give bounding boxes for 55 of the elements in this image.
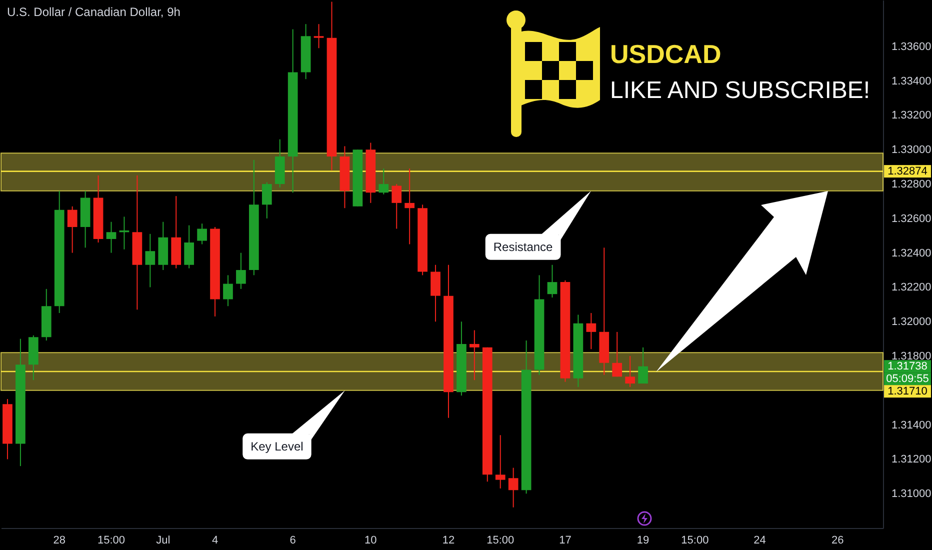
y-tick-label: 1.31000 [892,488,932,500]
candlestick [470,330,480,381]
ref-line-label: 1.31710 [888,385,928,398]
y-tick-label: 1.33600 [892,40,932,53]
x-tick-label: 15:00 [486,534,514,546]
candlestick [262,182,272,219]
x-tick-label: 15:00 [97,534,126,546]
candlestick [508,467,518,508]
x-tick-label: 26 [831,534,844,546]
x-tick-label: 19 [636,534,650,546]
candlestick [392,184,402,230]
chart-title: U.S. Dollar / Canadian Dollar, 9h [7,5,180,19]
candlestick [547,264,558,298]
annotation: USDCAD [610,39,722,69]
y-tick-label: 1.32200 [892,282,932,294]
candlestick [223,274,233,307]
text: 05:09:55 [886,372,929,385]
annotation: Key Level [250,439,304,454]
x-tick-label: Jul [156,534,170,546]
x-tick-label: 6 [290,534,296,546]
annotation: LIKE AND SUBSCRIBE! [610,77,870,104]
candlestick [145,233,156,288]
y-tick-label: 1.32400 [892,247,932,260]
y-tick-label: 1.33200 [892,110,932,122]
candlestick [586,312,596,350]
x-tick-label: 12 [442,534,455,546]
y-tick-label: 1.31400 [892,419,932,432]
text: 1.31738 [888,360,928,372]
candlestick [236,252,246,290]
x-tick-label: 15:00 [681,534,709,546]
ref-line-label: 1.32874 [888,165,928,178]
x-tick-label: 28 [53,534,66,546]
annotation: Resistance [493,240,554,254]
candlestick [197,223,207,245]
candlestick [378,168,389,195]
candlestick [495,434,506,489]
candlestick [625,356,635,388]
y-tick-label: 1.31200 [892,454,932,466]
y-tick-label: 1.33000 [892,144,932,156]
candlestick [106,221,116,254]
y-tick-label: 1.32000 [892,316,932,328]
x-tick-label: 17 [559,534,572,546]
x-tick-label: 10 [364,534,377,546]
x-tick-label: 24 [754,534,766,546]
x-tick-label: 4 [212,534,218,546]
y-tick-label: 1.33400 [892,75,932,88]
y-tick-label: 1.32600 [892,212,932,225]
candlestick [67,206,78,254]
candlestick [638,346,648,384]
candlestick [184,224,194,269]
candlestick [314,24,324,49]
candlestick [404,168,414,245]
y-tick-label: 1.32800 [892,178,932,191]
candlestick [612,331,622,378]
y-tick-label: 1.31800 [892,350,932,363]
